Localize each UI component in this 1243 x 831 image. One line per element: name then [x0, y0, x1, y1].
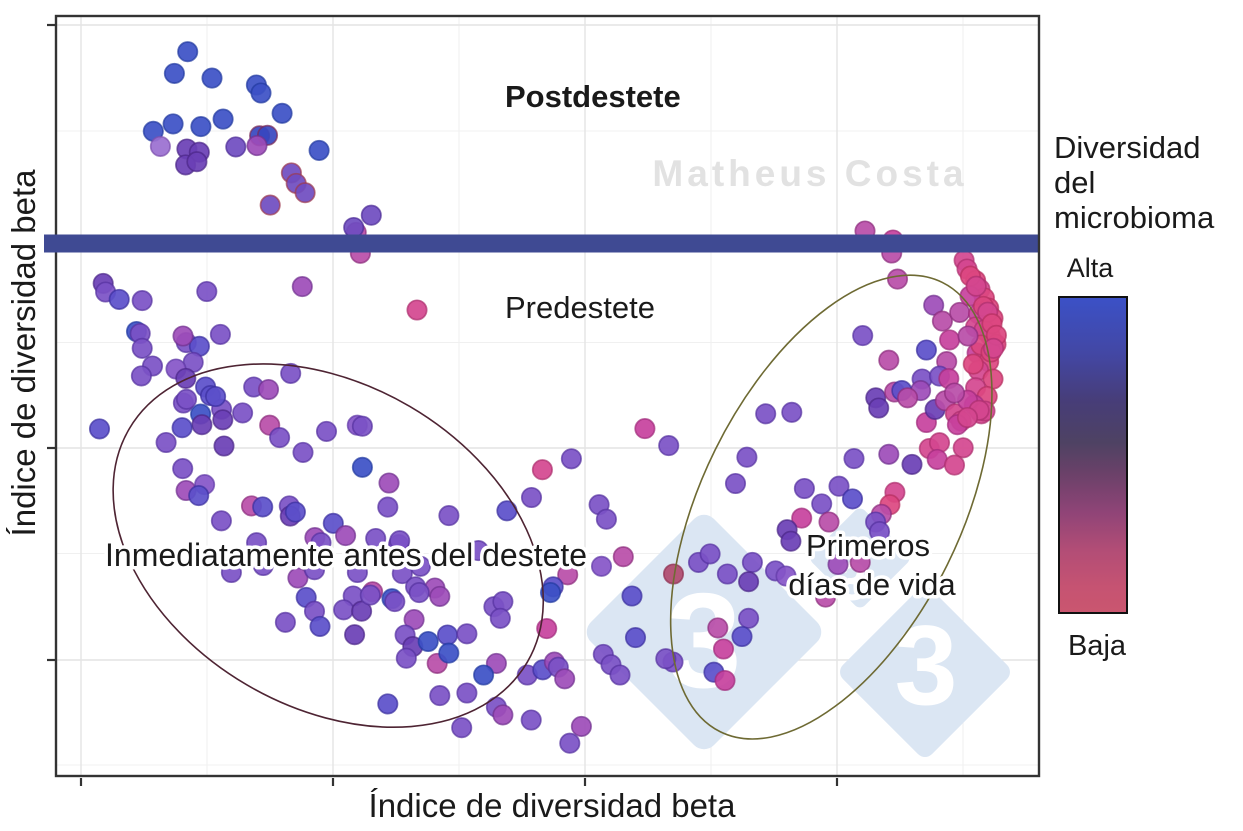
svg-text:Matheus Costa: Matheus Costa [652, 153, 967, 194]
svg-text:Primeros: Primeros [806, 528, 930, 563]
svg-text:Índice de diversidad beta: Índice de diversidad beta [369, 787, 737, 824]
svg-text:Postdestete: Postdestete [505, 79, 681, 114]
svg-text:Índice de diversidad beta: Índice de diversidad beta [5, 169, 42, 537]
svg-text:días de vida: días de vida [788, 567, 956, 602]
svg-text:Baja: Baja [1068, 630, 1127, 662]
svg-text:Alta: Alta [1067, 253, 1115, 283]
svg-text:Inmediatamente antes del deste: Inmediatamente antes del destete [105, 537, 587, 573]
svg-text:Diversidad: Diversidad [1054, 130, 1200, 165]
svg-text:del: del [1054, 165, 1095, 200]
svg-text:microbioma: microbioma [1054, 200, 1215, 235]
svg-text:3: 3 [666, 565, 741, 716]
svg-text:3: 3 [895, 602, 958, 728]
svg-text:Predestete: Predestete [505, 290, 655, 325]
